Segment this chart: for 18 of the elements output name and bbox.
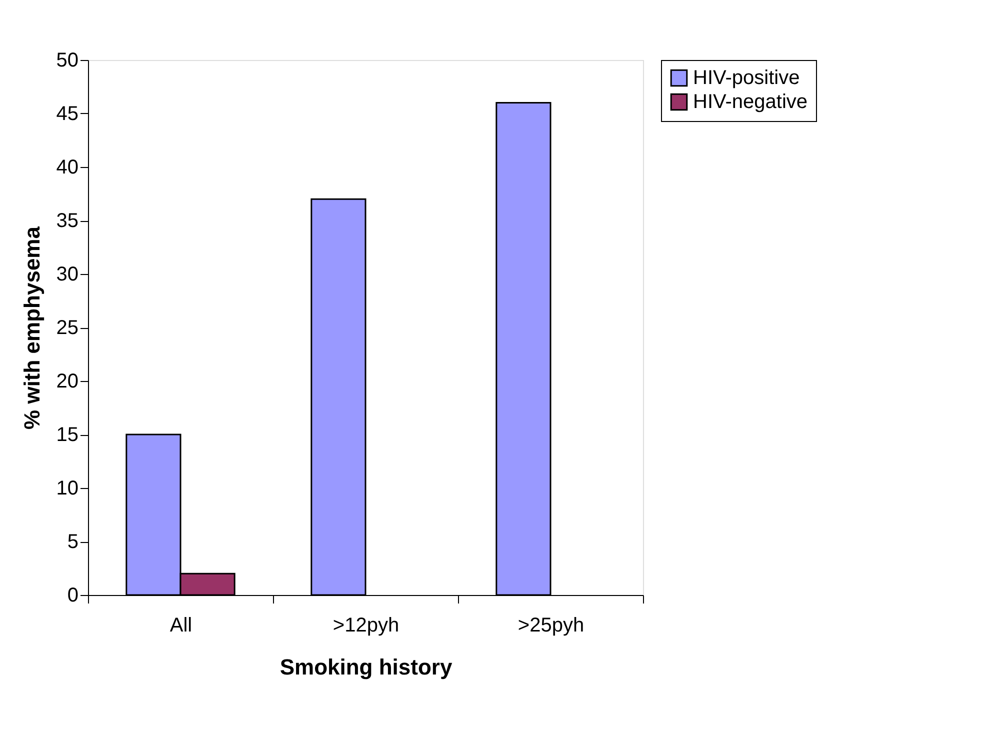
legend-label: HIV-negative [693, 91, 808, 113]
y-tick-label: 15 [56, 424, 78, 446]
y-tick-label: 25 [56, 317, 78, 339]
y-tick-label: 20 [56, 370, 78, 392]
x-tick-label: All [170, 614, 192, 636]
x-axis-title: Smoking history [280, 654, 453, 680]
y-tick-label: 10 [56, 478, 78, 500]
y-tick-label: 30 [56, 264, 78, 286]
y-tick-label: 35 [56, 210, 78, 232]
y-tick-label: 50 [56, 50, 78, 72]
legend-label: HIV-positive [693, 67, 800, 89]
x-tick-label: >25pyh [518, 614, 584, 636]
y-tick-label: 0 [67, 584, 78, 606]
x-tick-label: >12pyh [332, 614, 400, 636]
y-tick-label: 45 [56, 103, 78, 125]
y-tick-label: 5 [67, 531, 78, 553]
y-tick-label: 40 [56, 156, 78, 178]
y-axis-title: % with emphysema [19, 226, 44, 430]
